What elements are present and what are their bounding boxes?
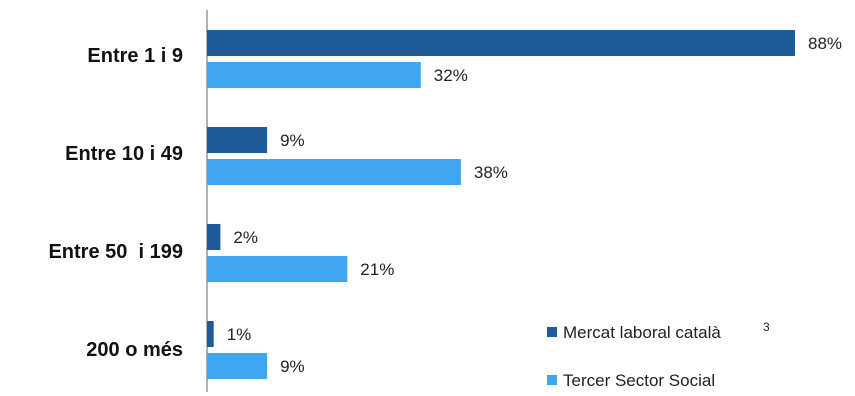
legend-label-tercer-sector: Tercer Sector Social [563, 371, 715, 390]
bar-tercer-sector [207, 62, 421, 88]
bar-tercer-sector [207, 353, 268, 379]
data-label: 38% [474, 163, 508, 182]
legend-superscript-mercat: 3 [763, 320, 770, 334]
data-labels: 88% 32% 9% 38% 2% 21% 1% 9% [227, 34, 842, 376]
data-label: 2% [233, 228, 258, 247]
legend-swatch-mercat [547, 327, 557, 337]
data-label: 9% [280, 131, 305, 150]
data-label: 21% [360, 260, 394, 279]
bar-mercat [207, 321, 214, 347]
data-label: 32% [434, 66, 468, 85]
data-label: 9% [280, 357, 305, 376]
data-label: 88% [808, 34, 842, 53]
category-label: Entre 10 i 49 [65, 143, 183, 165]
bar-mercat [207, 127, 268, 153]
data-label: 1% [227, 325, 252, 344]
bar-tercer-sector [207, 256, 348, 282]
category-labels: Entre 1 i 9 Entre 10 i 49 Entre 50 i 199 20… [48, 45, 183, 361]
category-label: Entre 50 i 199 [48, 241, 183, 263]
legend-label-mercat: Mercat laboral català [563, 323, 721, 342]
category-label: 200 o més [86, 339, 183, 361]
category-label: Entre 1 i 9 [87, 45, 183, 67]
bar-tercer-sector [207, 159, 461, 185]
legend: Mercat laboral català 3 Tercer Sector So… [547, 320, 770, 390]
bar-mercat [207, 30, 795, 56]
bar-mercat [207, 224, 221, 250]
legend-swatch-tercer-sector [547, 375, 557, 385]
bars [207, 30, 795, 379]
